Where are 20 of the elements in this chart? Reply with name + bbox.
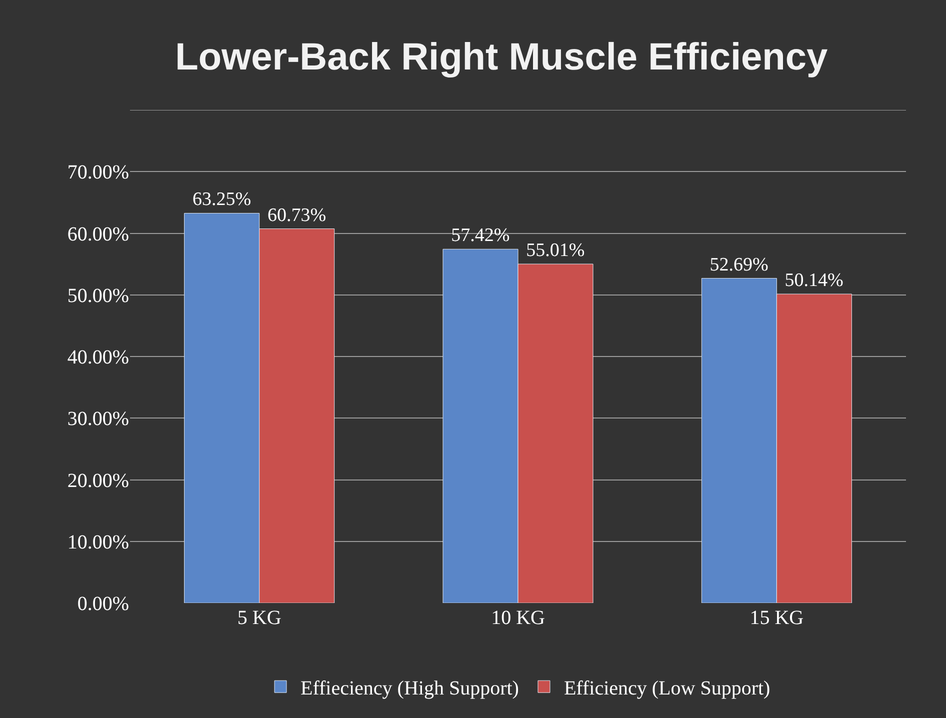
data-label: 60.73%	[267, 204, 326, 226]
y-tick-label: 20.00%	[67, 470, 129, 492]
data-label: 63.25%	[192, 189, 252, 210]
x-tick-label: 10 KG	[491, 607, 545, 629]
y-tick-label: 70.00%	[67, 162, 129, 184]
y-tick-label: 60.00%	[67, 223, 129, 246]
x-tick-label: 15 KG	[750, 607, 804, 629]
x-tick-label: 5 KG	[237, 607, 282, 629]
y-tick-label: 40.00%	[67, 346, 129, 368]
legend-label: Efficiency (Low Support)	[564, 677, 770, 700]
data-label: 50.14%	[784, 270, 844, 292]
legend-label: Effieciency (High Support)	[300, 677, 519, 700]
y-tick-label: 10.00%	[67, 531, 129, 554]
y-tick-label: 50.00%	[67, 284, 129, 307]
data-label: 57.42%	[451, 225, 510, 246]
y-tick-label: 0.00%	[77, 593, 129, 615]
y-tick-label: 30.00%	[67, 408, 129, 430]
chart-title: Lower-Back Right Muscle Efficiency	[175, 36, 828, 79]
data-label: 52.69%	[710, 254, 769, 276]
data-label: 55.01%	[526, 240, 585, 261]
